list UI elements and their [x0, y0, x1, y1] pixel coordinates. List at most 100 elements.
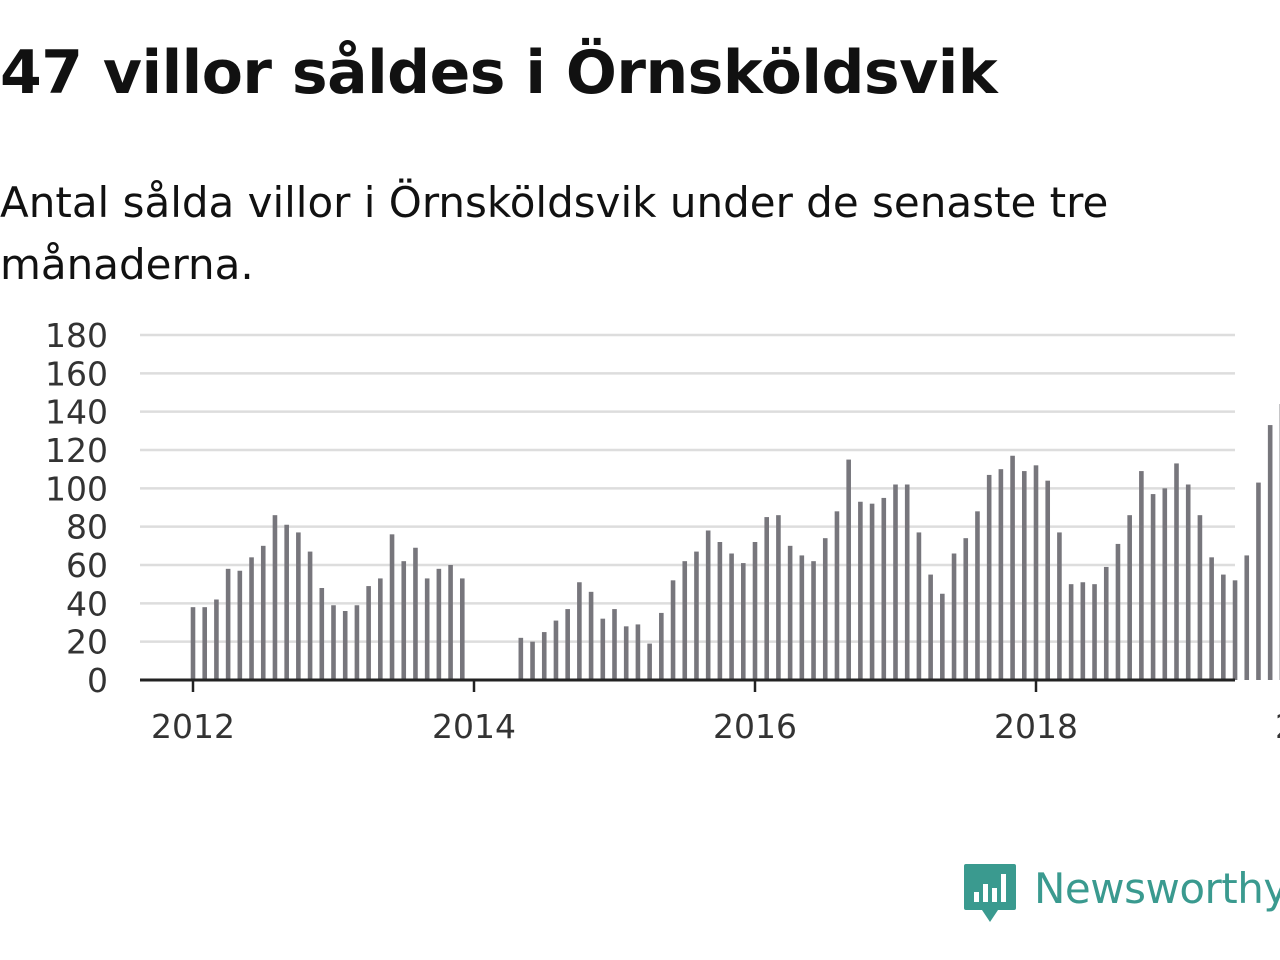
bar — [740, 563, 746, 680]
bar — [436, 568, 442, 680]
y-tick-label: 40 — [66, 584, 108, 623]
bar — [366, 586, 371, 680]
bar — [1232, 580, 1238, 680]
x-tick-label: 2014 — [432, 707, 516, 746]
bar — [319, 588, 325, 680]
bar — [530, 641, 535, 680]
bar — [694, 551, 699, 680]
bar — [307, 551, 313, 680]
bar — [413, 547, 418, 680]
y-tick-label: 0 — [87, 661, 108, 700]
chart-title: 47 villor såldes i Örnsköldsvik — [0, 38, 998, 108]
y-tick-label: 120 — [45, 431, 108, 470]
bar — [963, 538, 969, 680]
bar — [998, 469, 1004, 680]
bar — [799, 555, 805, 680]
y-tick-label: 180 — [45, 316, 108, 355]
bar — [378, 578, 383, 680]
bar — [869, 503, 875, 680]
bar — [1057, 532, 1062, 680]
bar — [764, 517, 770, 680]
bar — [459, 578, 465, 680]
bar — [1033, 465, 1039, 680]
bar — [1197, 515, 1203, 680]
bar — [776, 515, 781, 680]
bar — [1256, 482, 1261, 680]
bar — [787, 545, 793, 680]
bar — [822, 538, 828, 680]
bar — [752, 542, 758, 680]
bar — [834, 511, 840, 680]
bar — [659, 612, 664, 680]
bar — [623, 626, 629, 680]
bar — [1068, 584, 1074, 680]
y-tick-label: 80 — [66, 508, 108, 547]
bar — [577, 582, 582, 680]
bar — [705, 530, 711, 680]
bar — [682, 561, 688, 680]
bar — [1115, 543, 1121, 680]
bar — [975, 511, 980, 680]
bar — [518, 637, 524, 680]
bar — [401, 561, 407, 680]
bar — [729, 553, 734, 680]
bar — [612, 609, 617, 680]
bar — [916, 532, 922, 680]
bar — [1010, 455, 1015, 680]
bar — [424, 578, 430, 680]
bar — [811, 561, 816, 680]
bar — [846, 459, 851, 680]
bar — [553, 620, 559, 680]
bar — [1185, 484, 1191, 680]
newsworthy-logo: Newsworthy — [962, 862, 1280, 930]
bar — [986, 474, 992, 680]
bar — [647, 643, 652, 680]
bar — [237, 570, 243, 680]
bar — [448, 565, 453, 680]
bar — [940, 593, 945, 680]
bar — [893, 484, 898, 680]
bar — [541, 632, 547, 680]
bar — [1267, 425, 1273, 680]
bar — [881, 497, 887, 680]
bar — [1103, 566, 1109, 680]
bar — [1092, 584, 1097, 680]
bar — [214, 599, 219, 680]
bar — [1045, 480, 1051, 680]
bar — [331, 605, 336, 680]
x-tick-label: 2020 — [1275, 707, 1280, 746]
bar — [1162, 488, 1168, 680]
bar — [1127, 515, 1132, 680]
bars — [190, 404, 1280, 680]
bar — [260, 545, 266, 680]
y-tick-label: 140 — [45, 393, 108, 432]
newsworthy-logo-icon — [964, 864, 1016, 922]
bar — [951, 553, 957, 680]
bar — [588, 591, 594, 680]
x-tick-label: 2012 — [151, 707, 235, 746]
bar — [858, 501, 863, 680]
x-tick-label: 2016 — [713, 707, 797, 746]
bar — [1244, 555, 1250, 680]
bar — [565, 609, 570, 680]
bar — [354, 605, 360, 680]
bar — [342, 611, 348, 680]
x-tick-label: 2018 — [994, 707, 1078, 746]
bar — [1150, 494, 1156, 680]
bar — [1221, 574, 1226, 680]
bar — [600, 618, 606, 680]
bar — [249, 557, 254, 680]
bar — [928, 574, 933, 680]
bar — [284, 524, 289, 680]
bar — [1139, 471, 1144, 680]
bar — [1209, 557, 1214, 680]
bar — [904, 484, 910, 680]
y-tick-label: 60 — [66, 546, 108, 585]
y-tick-label: 20 — [66, 623, 108, 662]
bar — [296, 532, 301, 680]
bar — [272, 515, 278, 680]
bar — [1080, 582, 1086, 680]
bar — [670, 580, 676, 680]
